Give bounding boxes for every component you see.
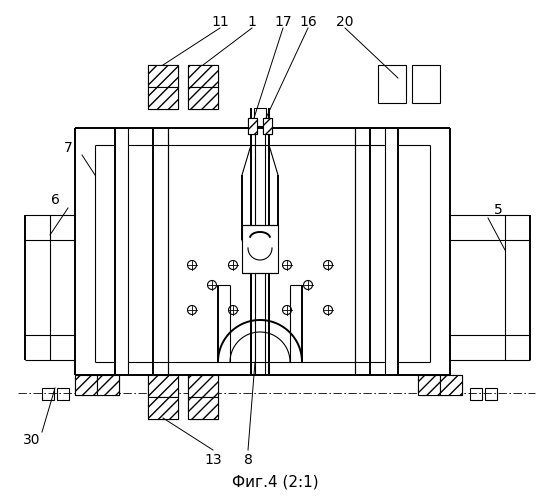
Bar — [248, 118, 257, 134]
Bar — [418, 375, 440, 395]
Bar — [148, 375, 178, 397]
Bar — [42, 388, 54, 400]
Bar — [242, 225, 278, 273]
Bar — [188, 397, 218, 419]
Bar — [254, 108, 266, 126]
Text: 17: 17 — [274, 15, 292, 29]
Bar — [188, 375, 218, 419]
Bar — [188, 65, 218, 87]
Text: 7: 7 — [64, 141, 72, 155]
Bar — [470, 388, 482, 400]
Bar — [97, 375, 119, 395]
Bar — [440, 375, 462, 395]
Bar — [75, 375, 97, 395]
Bar — [248, 118, 257, 134]
Text: 11: 11 — [211, 15, 229, 29]
Text: 13: 13 — [204, 453, 222, 467]
Text: 16: 16 — [299, 15, 317, 29]
Bar — [188, 87, 218, 109]
Text: Фиг.4 (2:1): Фиг.4 (2:1) — [232, 474, 318, 490]
Bar — [75, 375, 119, 395]
Text: 1: 1 — [248, 15, 256, 29]
Text: 30: 30 — [23, 433, 41, 447]
Bar — [148, 65, 178, 87]
Text: 8: 8 — [244, 453, 253, 467]
Text: 5: 5 — [494, 203, 502, 217]
Bar — [188, 375, 218, 397]
Bar — [148, 397, 178, 419]
Bar — [378, 65, 406, 103]
Bar — [263, 118, 272, 134]
Bar — [148, 87, 178, 109]
Bar — [485, 388, 497, 400]
Text: 20: 20 — [336, 15, 354, 29]
Bar — [148, 375, 178, 419]
Bar — [412, 65, 440, 103]
Bar — [418, 375, 462, 395]
Bar — [188, 65, 218, 109]
Bar — [263, 118, 272, 134]
Bar — [57, 388, 69, 400]
Bar — [148, 65, 178, 109]
Text: 6: 6 — [51, 193, 59, 207]
